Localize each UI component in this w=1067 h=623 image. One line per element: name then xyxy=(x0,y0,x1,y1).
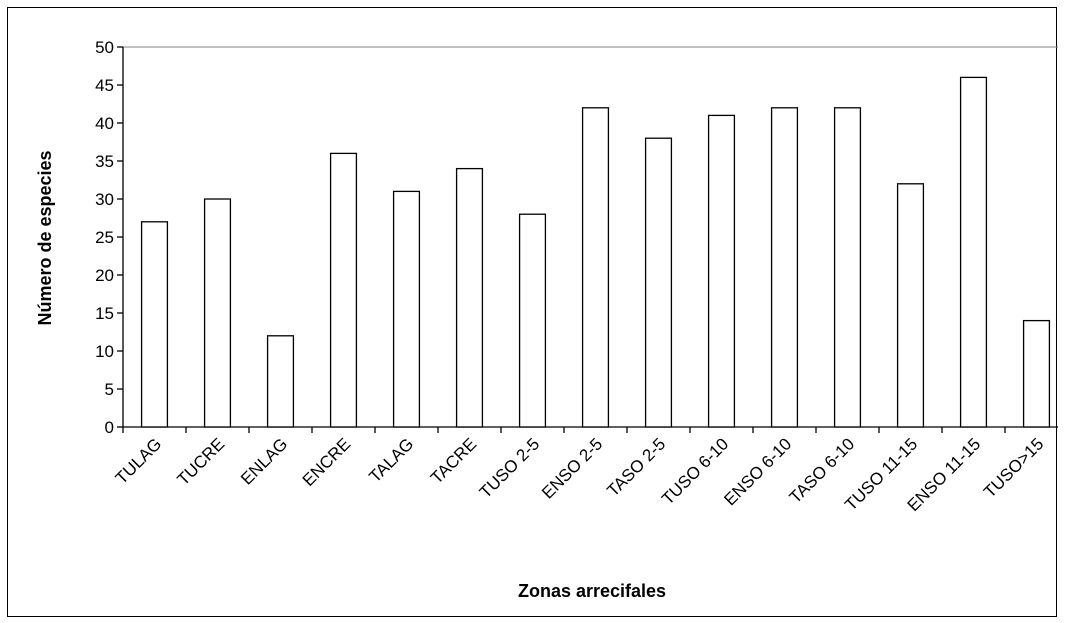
x-tick-label: ENLAG xyxy=(237,434,291,488)
bar xyxy=(518,213,547,428)
x-tick-label: ENSO 2-5 xyxy=(538,434,606,502)
x-tick-label: ENSO 6-10 xyxy=(720,434,795,509)
bar-chart: 0 5 10 15 20 25 30 35 40 45 50 TULAG TUCRE ENLAG ENCR… xyxy=(35,38,1067,601)
x-tick-label: TUCRE xyxy=(173,434,228,489)
y-tick-label: 5 xyxy=(105,380,114,399)
y-axis: 0 5 10 15 20 25 30 35 40 45 50 xyxy=(95,38,124,437)
bar xyxy=(392,190,421,428)
y-tick-label: 0 xyxy=(105,418,114,437)
chart-frame: 0 5 10 15 20 25 30 35 40 45 50 TULAG TUCRE ENLAG ENCR… xyxy=(7,7,1067,617)
x-tick-label: TALAG xyxy=(365,434,417,486)
bar xyxy=(266,335,295,428)
x-tick-label: TACRE xyxy=(427,434,480,487)
bar xyxy=(896,183,925,428)
bar xyxy=(959,76,988,428)
y-tick-label: 45 xyxy=(95,76,114,95)
y-axis-label: Número de especies xyxy=(35,150,55,325)
x-tick-label: TUSO>15 xyxy=(980,434,1047,501)
y-tick-label: 40 xyxy=(95,114,114,133)
y-tick-label: 30 xyxy=(95,190,114,209)
y-tick-label: 35 xyxy=(95,152,114,171)
y-tick-label: 25 xyxy=(95,228,114,247)
bar xyxy=(833,107,862,428)
bar xyxy=(707,114,736,428)
y-tick-label: 20 xyxy=(95,266,114,285)
bar xyxy=(329,152,358,428)
y-tick-label: 10 xyxy=(95,342,114,361)
y-tick-label: 15 xyxy=(95,304,114,323)
x-axis-label: Zonas arrecifales xyxy=(518,581,666,601)
x-tick-label: TASO 2-5 xyxy=(603,434,669,500)
bars xyxy=(140,76,1051,428)
bar xyxy=(644,137,673,428)
bar xyxy=(770,107,799,428)
bar xyxy=(581,107,610,428)
bar xyxy=(140,221,169,428)
x-tick-label: ENCRE xyxy=(299,434,355,490)
bar xyxy=(203,198,232,428)
bar xyxy=(1022,319,1051,428)
bar xyxy=(455,167,484,428)
y-tick-label: 50 xyxy=(95,38,114,57)
x-tick-label: TUSO 2-5 xyxy=(476,434,544,502)
x-tick-label: TULAG xyxy=(112,434,166,488)
